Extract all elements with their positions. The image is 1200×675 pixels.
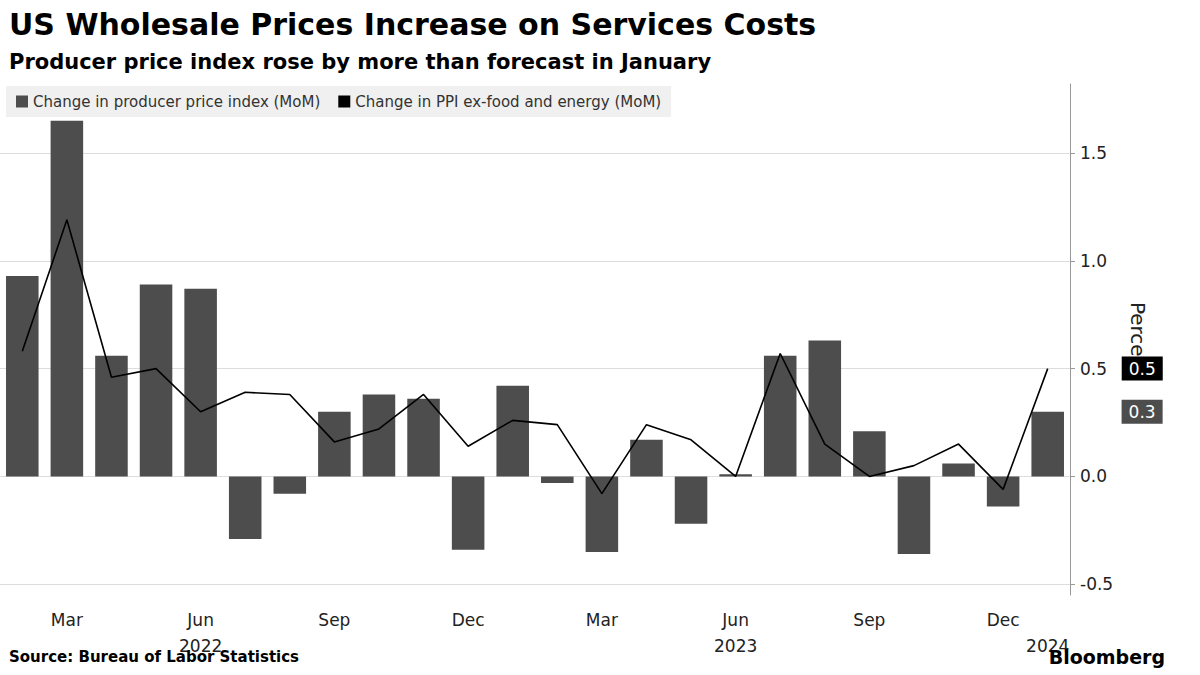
svg-text:Jun: Jun: [186, 610, 214, 630]
svg-text:Jun: Jun: [721, 610, 749, 630]
svg-text:Mar: Mar: [586, 610, 618, 630]
svg-text:Sep: Sep: [853, 610, 885, 630]
svg-text:Sep: Sep: [318, 610, 350, 630]
svg-text:US Wholesale Prices Increase o: US Wholesale Prices Increase on Services…: [9, 7, 816, 42]
svg-text:Percent: Percent: [1126, 301, 1150, 378]
svg-text:0.3: 0.3: [1129, 402, 1156, 422]
svg-text:1.5: 1.5: [1080, 143, 1107, 163]
svg-text:0.0: 0.0: [1080, 466, 1107, 486]
svg-text:Dec: Dec: [987, 610, 1020, 630]
svg-text:0.5: 0.5: [1080, 359, 1107, 379]
svg-text:Source: Bureau of Labor Statis: Source: Bureau of Labor Statistics: [9, 648, 299, 666]
svg-text:2022: 2022: [179, 636, 223, 656]
svg-text:2023: 2023: [714, 636, 757, 656]
svg-text:Producer price index rose by m: Producer price index rose by more than f…: [9, 50, 711, 74]
svg-text:Mar: Mar: [51, 610, 83, 630]
svg-text:Dec: Dec: [452, 610, 485, 630]
svg-text:1.0: 1.0: [1080, 251, 1107, 271]
svg-text:Change in producer price index: Change in producer price index (MoM): [33, 93, 320, 111]
svg-text:Bloomberg: Bloomberg: [1049, 646, 1165, 668]
svg-text:Change in PPI ex-food and ener: Change in PPI ex-food and energy (MoM): [355, 93, 661, 111]
svg-text:0.5: 0.5: [1129, 359, 1156, 379]
svg-text:-0.5: -0.5: [1080, 574, 1113, 594]
